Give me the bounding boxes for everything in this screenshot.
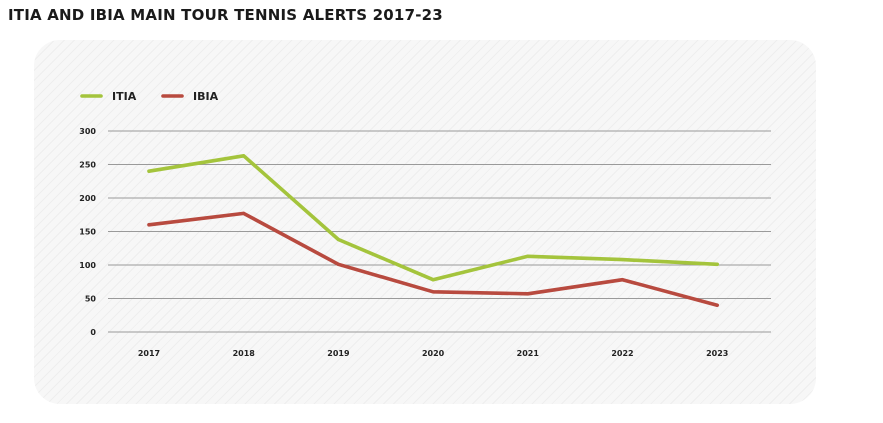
- x-tick-label: 2021: [517, 349, 540, 358]
- legend-label-itia: ITIA: [112, 90, 137, 103]
- x-tick-label: 2019: [327, 349, 350, 358]
- legend: ITIA IBIA: [80, 90, 219, 103]
- data-point-itia: [147, 169, 151, 173]
- x-tick-label: 2017: [138, 349, 160, 358]
- x-tick-label: 2023: [706, 349, 728, 358]
- y-tick-label: 300: [79, 127, 96, 136]
- y-tick-label: 100: [79, 261, 96, 270]
- x-tick-label: 2018: [233, 349, 256, 358]
- series-lines: [147, 154, 720, 308]
- series-line-itia: [147, 154, 720, 282]
- x-tick-label: 2022: [611, 349, 633, 358]
- chart-title: ITIA AND IBIA MAIN TOUR TENNIS ALERTS 20…: [8, 6, 443, 24]
- data-point-itia: [336, 237, 340, 242]
- data-point-ibia: [715, 303, 719, 307]
- x-axis-ticks: 2017 2018 2019 2020 2021 2022 2023: [138, 349, 728, 358]
- data-point-ibia: [620, 278, 625, 282]
- y-tick-label: 200: [79, 194, 96, 203]
- data-point-itia: [242, 154, 246, 158]
- data-point-itia: [715, 262, 719, 266]
- data-point-ibia: [336, 262, 340, 266]
- y-tick-label: 250: [79, 161, 96, 170]
- data-point-itia: [526, 254, 530, 258]
- legend-label-ibia: IBIA: [193, 90, 219, 103]
- data-point-itia: [431, 278, 435, 282]
- y-axis-ticks: 0 50 100 150 200 250 300: [79, 127, 96, 337]
- x-tick-label: 2020: [422, 349, 445, 358]
- data-point-ibia: [242, 211, 246, 216]
- data-point-ibia: [431, 290, 435, 294]
- y-tick-label: 150: [79, 228, 96, 237]
- y-tick-label: 50: [85, 295, 97, 304]
- data-point-ibia: [147, 223, 151, 227]
- grid-lines: [108, 130, 771, 333]
- data-point-itia: [620, 258, 625, 262]
- data-point-ibia: [526, 292, 530, 296]
- y-tick-label: 0: [90, 328, 96, 337]
